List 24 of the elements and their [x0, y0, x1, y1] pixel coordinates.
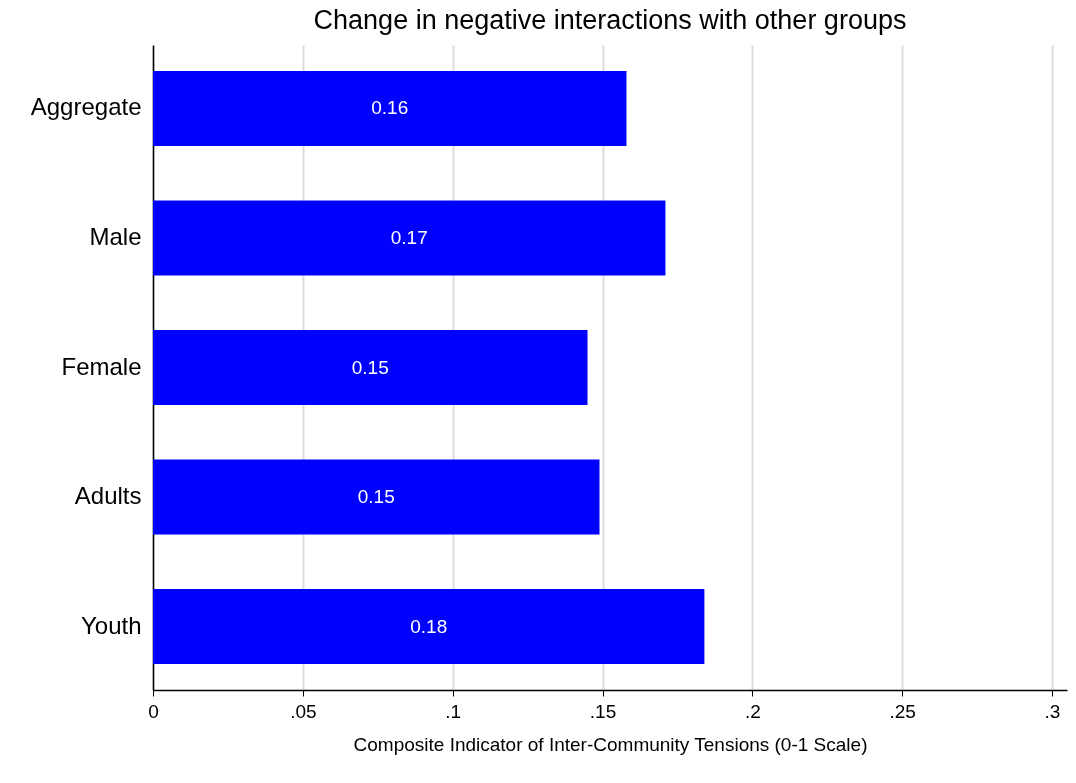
data-label: 0.17 [390, 226, 428, 248]
chart-title: Change in negative interactions with other groups [313, 5, 907, 35]
y-tick-label: Youth [80, 611, 142, 639]
x-tick-label: .15 [589, 700, 617, 722]
x-axis-title: Composite Indicator of Inter-Community Tensions (0-1 Scale) [353, 733, 868, 755]
y-tick-label: Female [61, 352, 142, 380]
data-label: 0.16 [371, 97, 409, 119]
x-tick-label: .05 [290, 700, 317, 722]
bar [153, 588, 705, 665]
x-tick-label: .25 [889, 700, 916, 722]
bar [153, 329, 588, 406]
y-tick-label: Adults [74, 482, 142, 510]
bar [153, 200, 666, 276]
y-tick-label: Aggregate [30, 93, 142, 121]
x-tick-label: .2 [744, 700, 761, 722]
x-tick-label: .3 [1044, 700, 1061, 722]
y-tick-label: Male [89, 222, 142, 250]
bar [153, 459, 600, 535]
x-tick-label: .1 [445, 700, 462, 722]
data-label: 0.15 [357, 486, 395, 508]
bar [153, 70, 627, 147]
data-label: 0.15 [351, 356, 389, 378]
x-tick-label: 0 [148, 700, 159, 722]
data-label: 0.18 [410, 615, 448, 637]
